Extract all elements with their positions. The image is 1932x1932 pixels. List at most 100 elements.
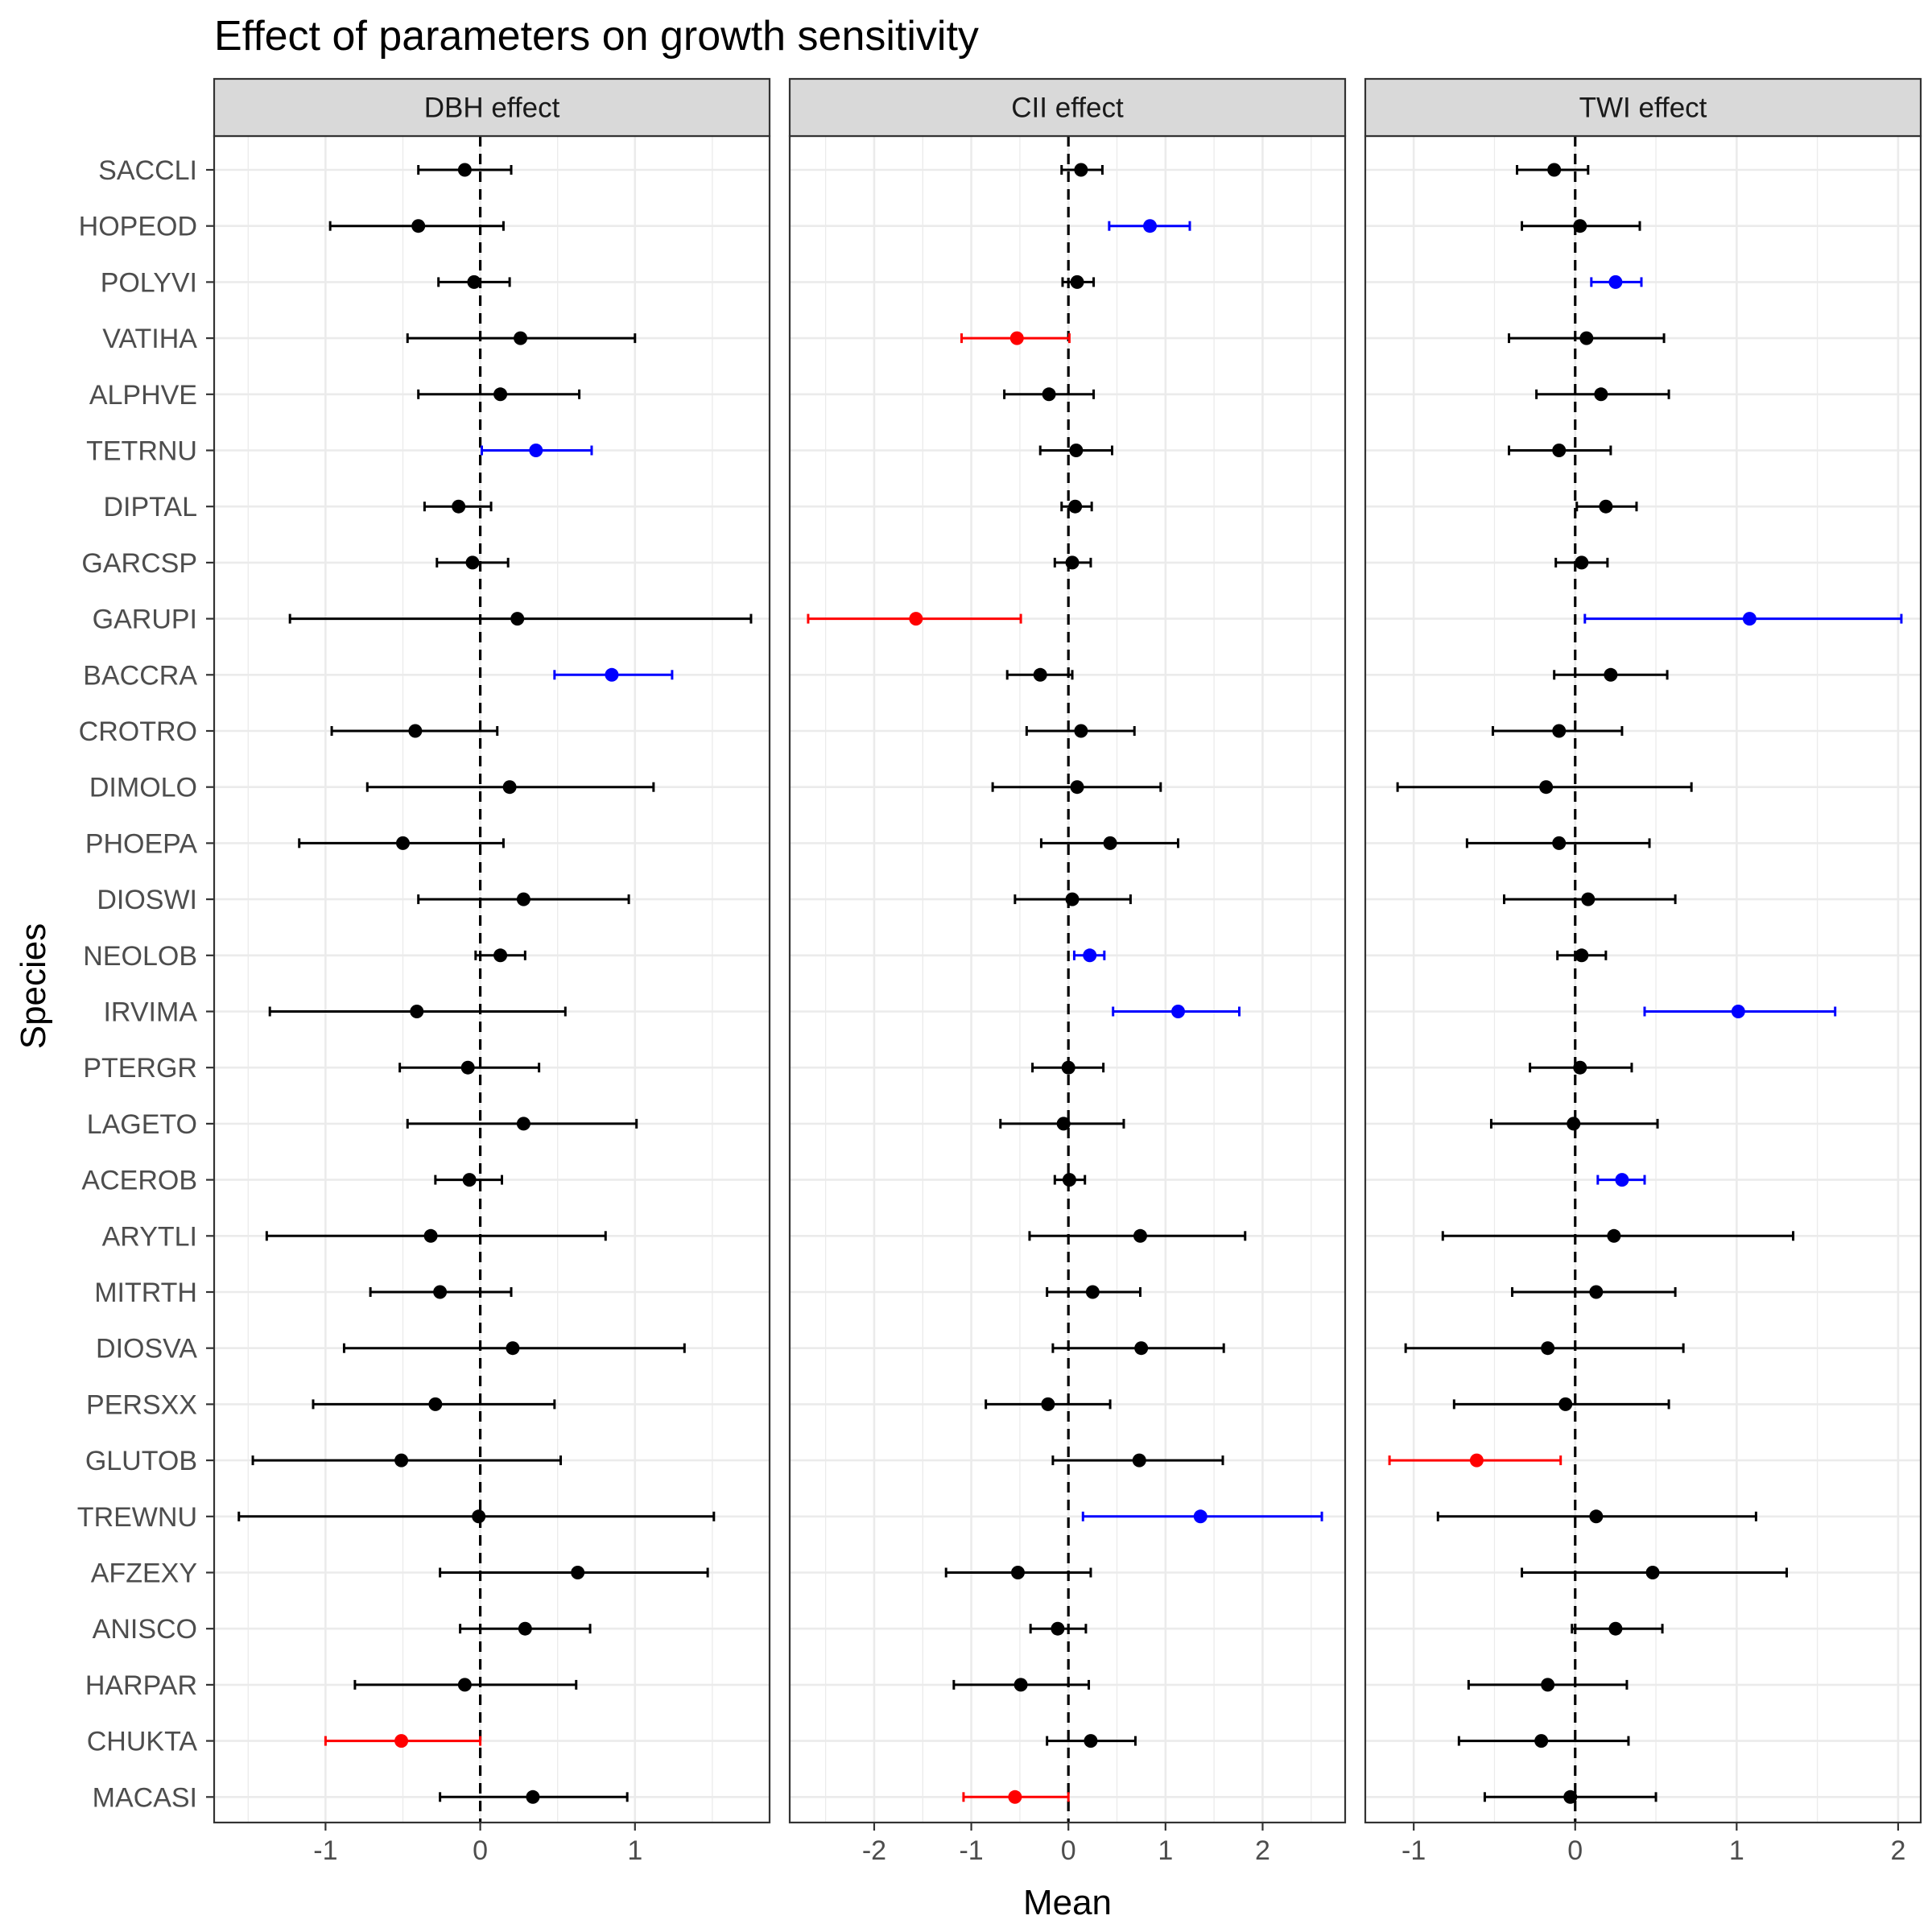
mean-point: [394, 1453, 409, 1468]
mean-point: [516, 1117, 530, 1131]
mean-point: [1552, 836, 1567, 850]
mean-point: [1133, 1228, 1147, 1243]
mean-point: [1074, 724, 1088, 738]
facet-strip: [213, 77, 771, 138]
chart-title: Effect of parameters on growth sensitivi…: [214, 13, 979, 60]
mean-point: [462, 1173, 477, 1187]
mean-point: [1579, 331, 1594, 345]
y-tick-label: DIOSVA: [96, 1334, 197, 1364]
y-tick-label: PHOEPA: [85, 828, 198, 859]
x-tick-label: 1: [627, 1835, 642, 1866]
mean-point: [1193, 1509, 1208, 1524]
mean-point: [506, 1341, 520, 1356]
mean-point: [1070, 275, 1084, 289]
mean-point: [1594, 387, 1608, 402]
y-tick-label: IRVIMA: [103, 997, 197, 1028]
mean-point: [1607, 1228, 1621, 1243]
mean-point: [1581, 892, 1596, 906]
mean-point: [1615, 1173, 1629, 1187]
mean-point: [526, 1790, 540, 1804]
mean-point: [457, 1678, 472, 1692]
x-tick-label: -1: [313, 1835, 337, 1866]
y-tick-label: ALPHVE: [89, 380, 197, 411]
mean-point: [1013, 1678, 1028, 1692]
y-tick-label: TETRNU: [86, 436, 197, 467]
mean-point: [1068, 499, 1083, 514]
y-tick-label: CROTRO: [79, 716, 197, 747]
mean-point: [1069, 444, 1084, 457]
mean-point: [1084, 1734, 1098, 1748]
mean-point: [1541, 1341, 1555, 1356]
mean-point: [571, 1566, 585, 1579]
facet-strip-label: TWI effect: [1579, 93, 1707, 124]
y-axis-title: Species: [14, 923, 53, 1050]
mean-point: [529, 444, 543, 457]
mean-point: [1589, 1509, 1604, 1524]
mean-point: [1061, 1060, 1075, 1075]
panel-2: CII effect -2 -1 0 1 2: [788, 77, 1347, 1866]
mean-point: [1062, 1173, 1076, 1187]
x-tick-label: -2: [862, 1835, 886, 1866]
mean-point: [1541, 1678, 1555, 1692]
y-tick-label: GARUPI: [93, 605, 197, 635]
y-tick-label: TREWNU: [77, 1502, 197, 1533]
x-tick-label: -1: [1402, 1835, 1426, 1866]
y-tick-label: DIOSWI: [97, 885, 197, 915]
mean-point: [514, 331, 528, 345]
panel-1: DBH effect -1 0 1: [213, 77, 771, 1866]
y-tick-label: VATIHA: [102, 324, 197, 354]
mean-point: [1534, 1734, 1549, 1748]
x-tick-label: 1: [1729, 1835, 1744, 1866]
mean-point: [1008, 1790, 1022, 1804]
mean-point: [1469, 1453, 1484, 1468]
x-tick-label: 0: [1567, 1835, 1583, 1866]
mean-point: [457, 163, 472, 177]
mean-point: [1041, 1397, 1055, 1411]
mean-point: [1589, 1285, 1604, 1299]
mean-point: [1573, 219, 1587, 233]
panel-background: [1365, 136, 1921, 1823]
mean-point: [472, 1509, 486, 1524]
mean-point: [1547, 163, 1562, 177]
mean-point: [1552, 444, 1567, 457]
mean-point: [411, 219, 426, 233]
y-tick-label: BACCRA: [83, 660, 197, 691]
mean-point: [465, 555, 480, 570]
mean-point: [1575, 948, 1589, 963]
mean-point: [423, 1228, 438, 1243]
panel-3: TWI effect -1 0 1 2: [1364, 77, 1922, 1866]
mean-point: [510, 612, 525, 626]
mean-point: [460, 1060, 475, 1075]
mean-point: [1558, 1397, 1573, 1411]
y-tick-label: DIMOLO: [89, 773, 197, 803]
mean-point: [1134, 1341, 1149, 1356]
mean-point: [1051, 1621, 1065, 1636]
mean-point: [1010, 1566, 1025, 1579]
y-tick-label: SACCLI: [98, 155, 197, 186]
mean-point: [428, 1397, 443, 1411]
y-tick-label: HOPEOD: [79, 212, 197, 242]
mean-point: [909, 612, 923, 626]
facet-strip-label: CII effect: [1011, 93, 1124, 124]
mean-point: [1070, 780, 1084, 795]
mean-point: [394, 1734, 409, 1748]
mean-point: [1645, 1566, 1660, 1579]
panel-background: [214, 136, 770, 1823]
mean-point: [516, 892, 530, 906]
mean-point: [1575, 555, 1589, 570]
mean-point: [1608, 275, 1623, 289]
y-axis: SACCLI HOPEOD POLYVI VATIHA ALPHVE TETRNU DIPT…: [77, 155, 214, 1813]
mean-point: [1042, 387, 1056, 402]
y-tick-label: ARYTLI: [102, 1221, 197, 1252]
mean-point: [408, 724, 423, 738]
mean-point: [493, 948, 508, 963]
mean-point: [1539, 780, 1554, 795]
mean-point: [467, 275, 481, 289]
x-tick-label: 0: [1061, 1835, 1076, 1866]
mean-point: [1563, 1790, 1578, 1804]
x-tick-label: 0: [473, 1835, 488, 1866]
y-tick-label: PERSXX: [86, 1389, 197, 1420]
x-axis-title: Mean: [1023, 1883, 1112, 1922]
